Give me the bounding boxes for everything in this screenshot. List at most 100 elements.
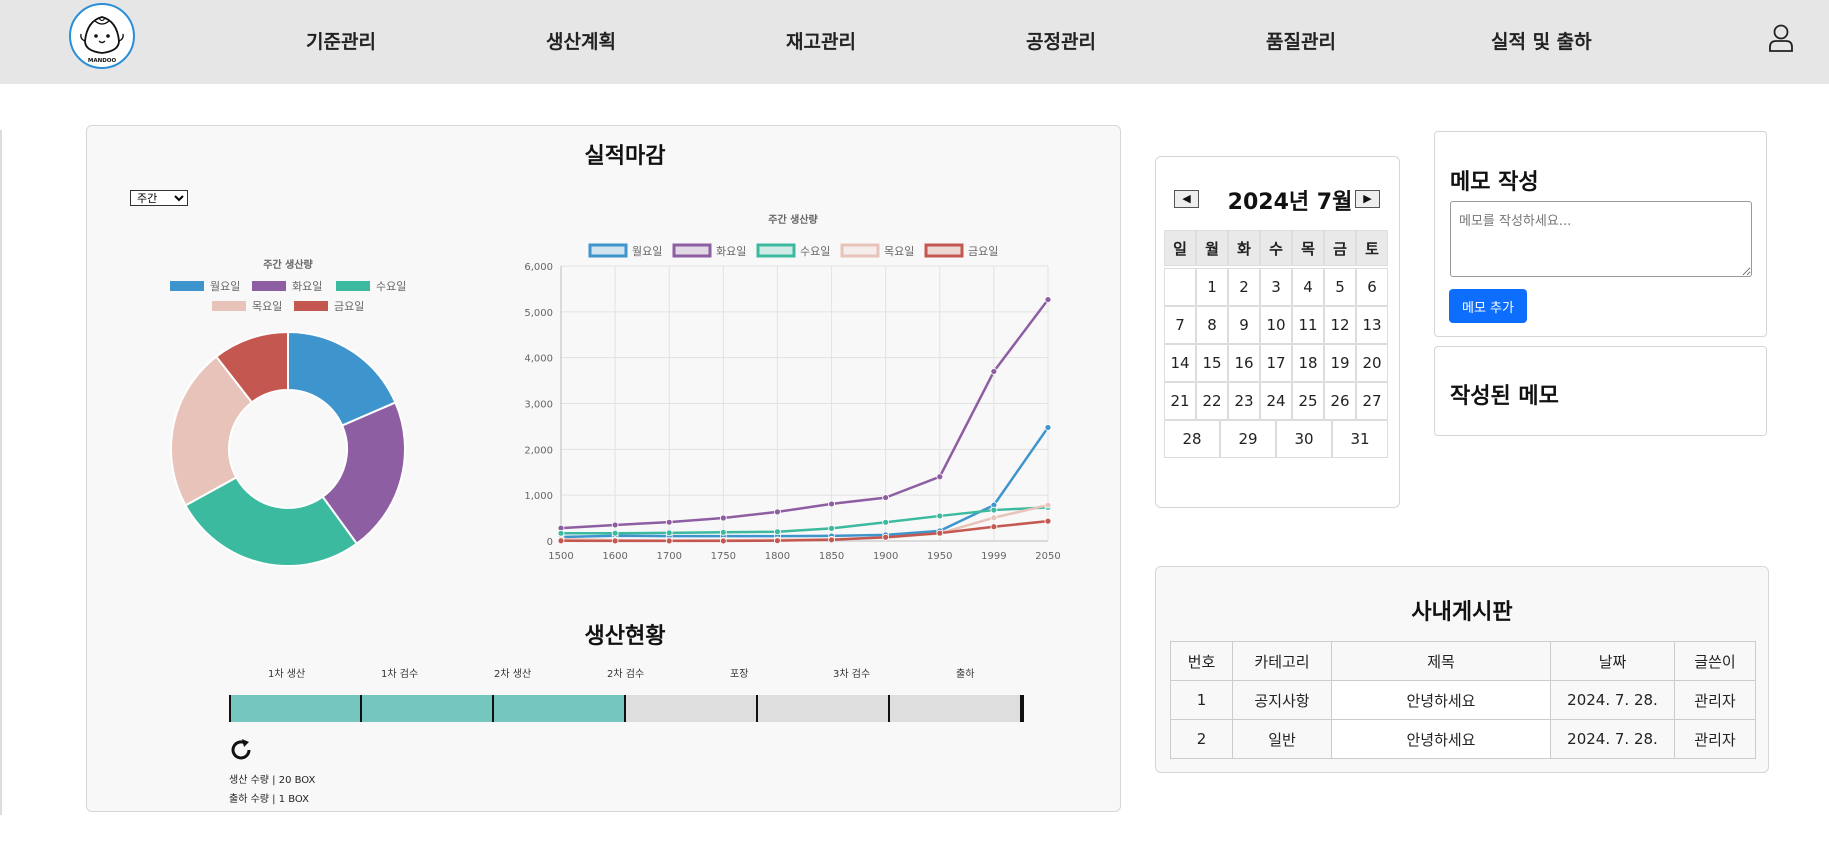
legend-label[interactable]: 월요일 xyxy=(210,279,240,293)
data-point[interactable] xyxy=(936,529,944,537)
data-point[interactable] xyxy=(990,368,998,375)
calendar-day[interactable]: 19 xyxy=(1324,344,1356,382)
doughnut-slice[interactable] xyxy=(214,330,289,404)
post-title-link[interactable]: 안녕하세요 xyxy=(1331,719,1551,759)
data-point[interactable] xyxy=(990,506,998,514)
legend-label[interactable]: 금요일 xyxy=(334,299,364,313)
table-row[interactable]: 2 일반 안녕하세요 2024. 7. 28. 관리자 xyxy=(1170,719,1756,759)
legend-label[interactable]: 화요일 xyxy=(716,244,746,258)
calendar-day[interactable]: 9 xyxy=(1228,306,1260,344)
nav-item-production-plan[interactable]: 생산계획 xyxy=(546,31,616,53)
calendar-day[interactable]: 17 xyxy=(1260,344,1292,382)
legend-swatch[interactable] xyxy=(840,243,880,258)
calendar-day[interactable]: 25 xyxy=(1292,382,1324,420)
legend-label[interactable]: 수요일 xyxy=(376,279,406,293)
calendar-day[interactable]: 7 xyxy=(1164,306,1196,344)
data-point[interactable] xyxy=(557,529,565,537)
legend-label[interactable]: 금요일 xyxy=(968,244,998,258)
legend-label[interactable]: 목요일 xyxy=(252,299,282,313)
legend-swatch[interactable] xyxy=(170,281,204,291)
legend-swatch[interactable] xyxy=(924,243,964,258)
calendar-day[interactable]: 18 xyxy=(1292,344,1324,382)
legend-label[interactable]: 화요일 xyxy=(292,279,322,293)
nav-item-process[interactable]: 공정관리 xyxy=(1026,31,1096,53)
legend-swatch[interactable] xyxy=(588,243,628,258)
data-point[interactable] xyxy=(719,514,727,522)
data-point[interactable] xyxy=(719,528,727,536)
calendar-day[interactable]: 23 xyxy=(1228,382,1260,420)
user-profile-icon[interactable] xyxy=(1768,24,1794,56)
data-point[interactable] xyxy=(828,524,835,532)
data-point[interactable] xyxy=(936,512,944,520)
calendar-day[interactable]: 14 xyxy=(1164,344,1196,382)
data-point[interactable] xyxy=(1044,501,1052,509)
calendar-day[interactable]: 21 xyxy=(1164,382,1196,420)
data-point[interactable] xyxy=(936,473,944,481)
legend-swatch[interactable] xyxy=(252,281,286,291)
calendar-day[interactable]: 8 xyxy=(1196,306,1228,344)
add-memo-button[interactable]: 메모 추가 xyxy=(1449,289,1527,323)
data-point[interactable] xyxy=(611,537,619,545)
memo-input[interactable] xyxy=(1450,201,1752,277)
legend-swatch[interactable] xyxy=(672,243,712,258)
calendar-day[interactable]: 22 xyxy=(1196,382,1228,420)
data-point[interactable] xyxy=(882,518,890,526)
calendar-day[interactable]: 28 xyxy=(1164,420,1220,458)
calendar-day[interactable]: 16 xyxy=(1228,344,1260,382)
data-point[interactable] xyxy=(990,514,998,522)
nav-item-standard-management[interactable]: 기준관리 xyxy=(306,31,376,53)
calendar-day[interactable]: 20 xyxy=(1356,344,1388,382)
data-point[interactable] xyxy=(990,523,998,531)
refresh-icon[interactable] xyxy=(228,737,254,767)
calendar-day[interactable]: 27 xyxy=(1356,382,1388,420)
data-point[interactable] xyxy=(611,529,619,537)
data-point[interactable] xyxy=(1044,517,1052,525)
doughnut-slice[interactable] xyxy=(321,401,406,546)
calendar-day[interactable]: 30 xyxy=(1276,420,1332,458)
calendar-day[interactable]: 11 xyxy=(1292,306,1324,344)
nav-item-performance-shipping[interactable]: 실적 및 출하 xyxy=(1491,31,1592,53)
data-point[interactable] xyxy=(1044,424,1052,431)
legend-label[interactable]: 월요일 xyxy=(632,244,662,258)
doughnut-slice[interactable] xyxy=(287,330,397,427)
calendar-day[interactable]: 26 xyxy=(1324,382,1356,420)
data-point[interactable] xyxy=(828,536,835,544)
calendar-day[interactable]: 1 xyxy=(1196,268,1228,306)
calendar-day[interactable]: 13 xyxy=(1356,306,1388,344)
legend-swatch[interactable] xyxy=(756,243,796,258)
data-point[interactable] xyxy=(665,518,673,526)
legend-label[interactable]: 목요일 xyxy=(884,244,914,258)
nav-item-quality[interactable]: 품질관리 xyxy=(1266,31,1336,53)
data-point[interactable] xyxy=(774,528,781,536)
calendar-day[interactable]: 10 xyxy=(1260,306,1292,344)
calendar-day[interactable]: 6 xyxy=(1356,268,1388,306)
data-point[interactable] xyxy=(774,508,781,516)
calendar-next-button[interactable]: ▶ xyxy=(1355,190,1380,208)
calendar-day[interactable]: 2 xyxy=(1228,268,1260,306)
calendar-prev-button[interactable]: ◀ xyxy=(1174,190,1199,208)
doughnut-slice[interactable] xyxy=(170,355,254,507)
data-point[interactable] xyxy=(882,533,890,541)
legend-swatch[interactable] xyxy=(212,301,246,311)
nav-item-inventory[interactable]: 재고관리 xyxy=(786,31,856,53)
data-point[interactable] xyxy=(665,529,673,537)
doughnut-slice[interactable] xyxy=(184,476,359,567)
data-point[interactable] xyxy=(774,537,781,545)
data-point[interactable] xyxy=(828,500,835,508)
calendar-day[interactable]: 31 xyxy=(1332,420,1388,458)
data-point[interactable] xyxy=(665,537,673,545)
calendar-day[interactable]: 12 xyxy=(1324,306,1356,344)
calendar-day[interactable]: 4 xyxy=(1292,268,1324,306)
data-point[interactable] xyxy=(611,521,619,529)
data-point[interactable] xyxy=(557,537,565,545)
brand-logo[interactable]: MANDOO xyxy=(69,3,135,69)
calendar-day[interactable]: 29 xyxy=(1220,420,1276,458)
calendar-day[interactable]: 5 xyxy=(1324,268,1356,306)
calendar-day[interactable]: 24 xyxy=(1260,382,1292,420)
legend-label[interactable]: 수요일 xyxy=(800,244,830,258)
data-point[interactable] xyxy=(882,494,890,501)
calendar-day[interactable]: 15 xyxy=(1196,344,1228,382)
data-point[interactable] xyxy=(1044,296,1052,303)
data-point[interactable] xyxy=(719,537,727,545)
table-row[interactable]: 1 공지사항 안녕하세요 2024. 7. 28. 관리자 xyxy=(1170,680,1756,720)
